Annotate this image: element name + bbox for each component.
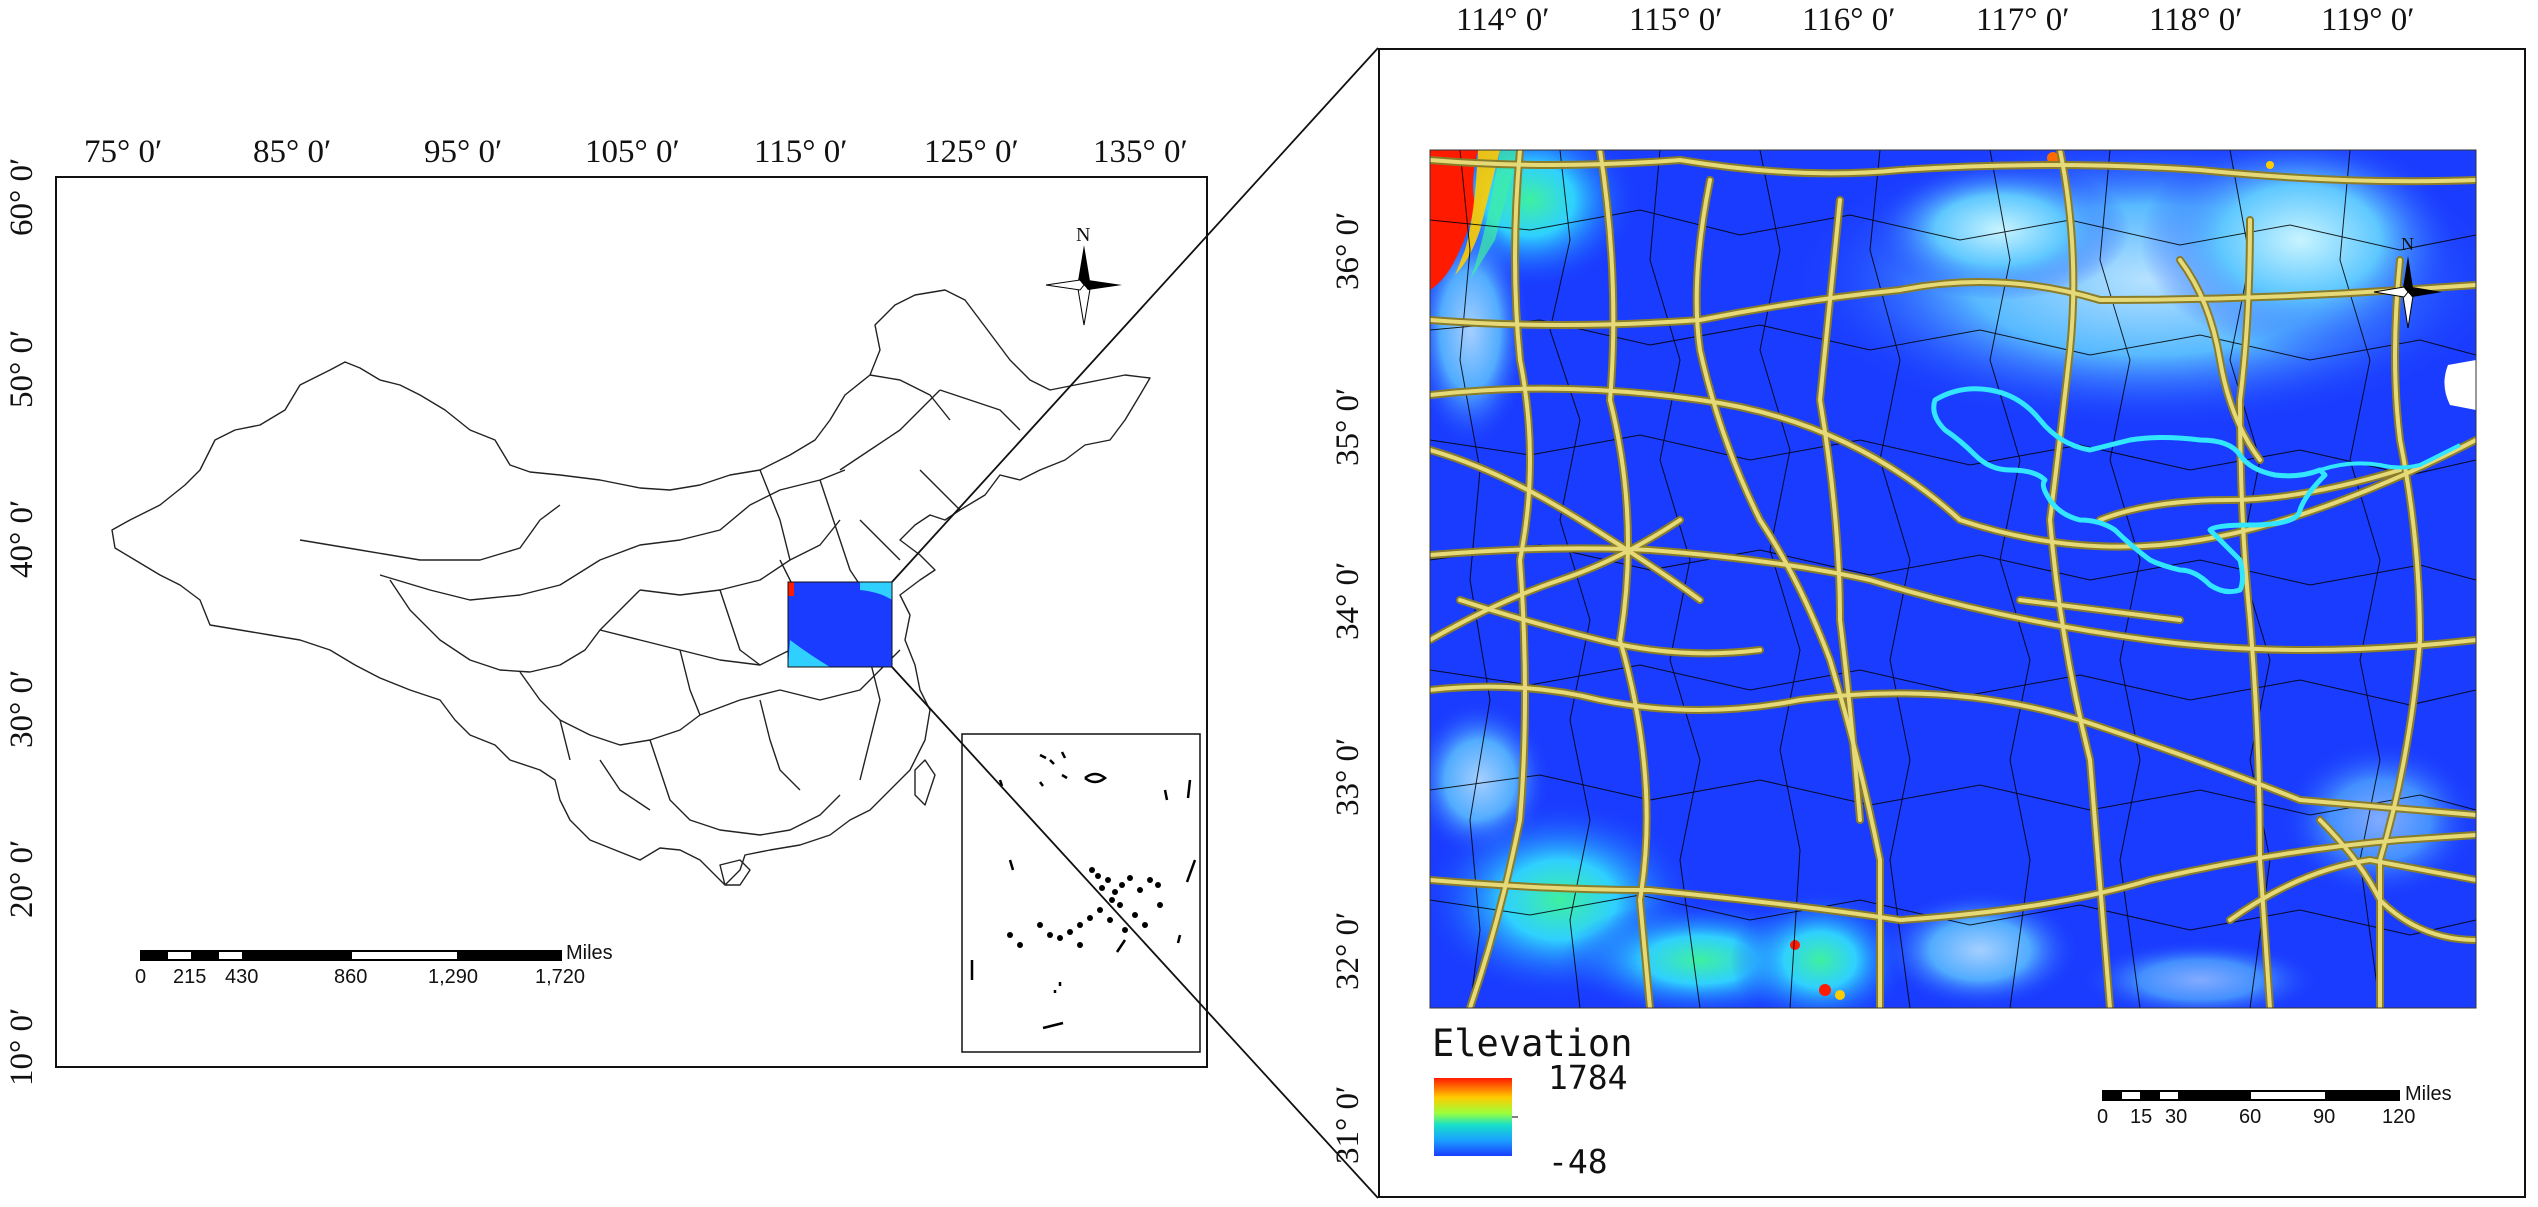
scale-label: 430 <box>225 966 259 988</box>
scale-label: 120 <box>2382 1106 2416 1128</box>
scale-label: 0 <box>135 966 147 988</box>
scale-label: 215 <box>173 966 207 988</box>
scale-label: 15 <box>2130 1106 2153 1128</box>
lon-tick-label: 114° 0′ <box>1456 2 1550 38</box>
lon-tick-label: 125° 0′ <box>924 134 1019 170</box>
lat-tick-label: 34° 0′ <box>1330 561 1366 640</box>
lon-tick-label: 115° 0′ <box>754 134 848 170</box>
lat-tick-label: 10° 0′ <box>4 1007 40 1086</box>
lat-tick-label: 36° 0′ <box>1330 211 1366 290</box>
study-area-inset <box>787 581 893 668</box>
scale-label: 0 <box>2097 1106 2109 1128</box>
overview-map-frame <box>55 176 1208 1068</box>
lon-tick-label: 119° 0′ <box>2321 2 2415 38</box>
legend-title: Elevation <box>1432 1022 1633 1065</box>
north-label: N <box>1076 224 1091 246</box>
scale-label: 860 <box>334 966 368 988</box>
lat-tick-label: 20° 0′ <box>4 839 40 918</box>
lat-tick-label: 30° 0′ <box>4 669 40 748</box>
south-sea-inset <box>961 733 1201 1053</box>
scale-unit: Miles <box>2405 1083 2452 1105</box>
lon-tick-label: 95° 0′ <box>424 134 503 170</box>
lon-tick-label: 135° 0′ <box>1093 134 1188 170</box>
scale-label: 1,720 <box>535 966 586 988</box>
lon-tick-label: 117° 0′ <box>1976 2 2070 38</box>
lat-tick-label: 32° 0′ <box>1330 911 1366 990</box>
lon-tick-label: 115° 0′ <box>1629 2 1723 38</box>
scale-label: 30 <box>2165 1106 2188 1128</box>
lon-tick-label: 116° 0′ <box>1802 2 1896 38</box>
lon-tick-label: 75° 0′ <box>84 134 163 170</box>
china-outline <box>111 289 1151 886</box>
north-arrow-icon <box>1045 245 1122 326</box>
lon-tick-label: 105° 0′ <box>585 134 680 170</box>
lat-tick-label: 40° 0′ <box>4 499 40 578</box>
scale-unit: Miles <box>566 942 613 964</box>
connector-lines <box>891 47 1379 1199</box>
lat-tick-label: 35° 0′ <box>1330 387 1366 466</box>
right-scale-bar <box>2102 1090 2400 1101</box>
north-arrow-icon <box>2373 256 2442 329</box>
left-scale-bar <box>140 950 562 961</box>
legend-min-label: -48 <box>1548 1142 1608 1181</box>
lon-tick-label: 118° 0′ <box>2149 2 2243 38</box>
study-boundary <box>1931 386 2328 595</box>
scale-label: 90 <box>2313 1106 2336 1128</box>
legend-max-label: 1784 <box>1548 1058 1628 1097</box>
north-label: N <box>2401 234 2414 254</box>
lat-tick-label: 31° 0′ <box>1330 1085 1366 1164</box>
lat-tick-label: 60° 0′ <box>4 157 40 236</box>
lon-tick-label: 85° 0′ <box>253 134 332 170</box>
scale-label: 60 <box>2239 1106 2262 1128</box>
scale-label: 1,290 <box>428 966 479 988</box>
elevation-legend-bar <box>1434 1078 1512 1156</box>
lat-tick-label: 33° 0′ <box>1330 737 1366 816</box>
lat-tick-label: 50° 0′ <box>4 329 40 408</box>
